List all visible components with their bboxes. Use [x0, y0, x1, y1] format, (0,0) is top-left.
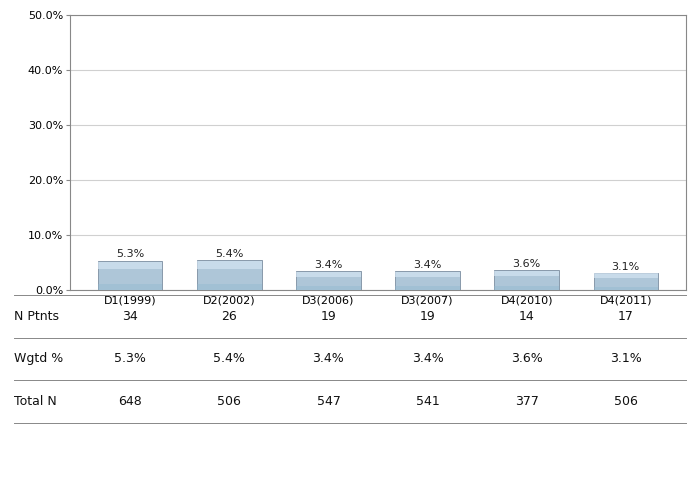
- Text: Total N: Total N: [14, 395, 57, 408]
- Bar: [98, 261, 162, 290]
- Bar: [594, 273, 658, 290]
- Text: 541: 541: [416, 395, 440, 408]
- Bar: [296, 272, 360, 276]
- Text: 3.4%: 3.4%: [313, 352, 344, 365]
- Text: 506: 506: [218, 395, 241, 408]
- Bar: [494, 286, 559, 290]
- Text: 26: 26: [221, 310, 237, 323]
- Text: 5.3%: 5.3%: [114, 352, 146, 365]
- Text: 506: 506: [614, 395, 638, 408]
- Text: Wgtd %: Wgtd %: [14, 352, 63, 365]
- Text: 3.1%: 3.1%: [610, 352, 642, 365]
- Text: 34: 34: [122, 310, 138, 323]
- Text: N Ptnts: N Ptnts: [14, 310, 59, 323]
- Text: 3.6%: 3.6%: [511, 352, 542, 365]
- Text: 17: 17: [618, 310, 634, 323]
- Text: 3.1%: 3.1%: [612, 262, 640, 272]
- Bar: [395, 272, 460, 276]
- Bar: [395, 272, 460, 290]
- Text: 648: 648: [118, 395, 142, 408]
- Text: 3.4%: 3.4%: [414, 260, 442, 270]
- Text: 5.3%: 5.3%: [116, 250, 144, 260]
- Bar: [98, 284, 162, 290]
- Text: 377: 377: [514, 395, 538, 408]
- Text: 14: 14: [519, 310, 535, 323]
- Text: 3.4%: 3.4%: [314, 260, 342, 270]
- Text: 547: 547: [316, 395, 340, 408]
- Text: 3.4%: 3.4%: [412, 352, 443, 365]
- Bar: [197, 284, 262, 290]
- Bar: [197, 261, 262, 268]
- Bar: [98, 262, 162, 269]
- Bar: [296, 286, 360, 290]
- Bar: [494, 270, 559, 290]
- Bar: [494, 271, 559, 276]
- Bar: [594, 286, 658, 290]
- Text: 3.6%: 3.6%: [512, 259, 541, 269]
- Bar: [594, 274, 658, 278]
- Bar: [395, 286, 460, 290]
- Text: 19: 19: [321, 310, 336, 323]
- Bar: [296, 272, 360, 290]
- Bar: [197, 260, 262, 290]
- Text: 5.4%: 5.4%: [215, 249, 244, 259]
- Text: 5.4%: 5.4%: [214, 352, 245, 365]
- Text: 19: 19: [420, 310, 435, 323]
